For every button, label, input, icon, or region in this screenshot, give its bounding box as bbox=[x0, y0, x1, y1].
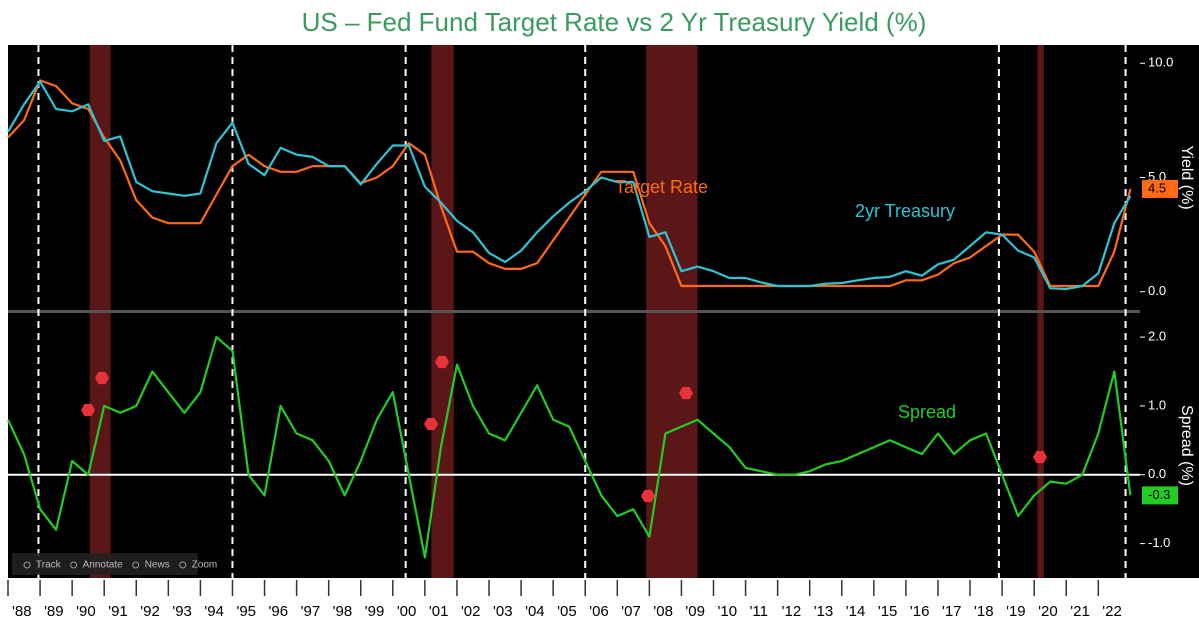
toolbar-button[interactable]: News bbox=[145, 560, 170, 571]
series-line bbox=[7, 80, 1132, 291]
rec-marker bbox=[424, 417, 438, 431]
x-tick-label: '03 bbox=[493, 603, 513, 620]
toolbar bbox=[12, 553, 198, 575]
x-tick-label: '18 bbox=[974, 603, 994, 620]
x-tick-label: '07 bbox=[621, 603, 641, 620]
y-tick-label: -1.0 bbox=[1148, 535, 1170, 550]
x-tick-label: '99 bbox=[365, 603, 385, 620]
x-tick-label: '08 bbox=[653, 603, 673, 620]
x-tick-label: '98 bbox=[333, 603, 353, 620]
x-tick-label: '20 bbox=[1038, 603, 1058, 620]
series-line bbox=[7, 336, 1132, 559]
y-tick-label: 0.0 bbox=[1148, 466, 1166, 481]
x-tick-label: '93 bbox=[172, 603, 192, 620]
x-tick-label: '97 bbox=[301, 603, 321, 620]
toolbar-icon bbox=[179, 561, 187, 569]
x-tick-label: '89 bbox=[44, 603, 64, 620]
rec-marker bbox=[81, 403, 95, 417]
x-tick-label: '92 bbox=[140, 603, 160, 620]
x-tick-label: '15 bbox=[878, 603, 898, 620]
toolbar-button[interactable]: Track bbox=[36, 560, 62, 571]
x-tick-label: '22 bbox=[1102, 603, 1122, 620]
x-tick-label: '95 bbox=[236, 603, 256, 620]
x-tick-label: '13 bbox=[814, 603, 834, 620]
series-line bbox=[7, 79, 1132, 288]
x-tick-label: '16 bbox=[910, 603, 930, 620]
x-tick-label: '12 bbox=[782, 603, 802, 620]
x-tick-label: '05 bbox=[557, 603, 577, 620]
x-tick-label: '01 bbox=[429, 603, 449, 620]
x-tick-label: '91 bbox=[108, 603, 128, 620]
series-label: Spread bbox=[898, 402, 956, 422]
series-label: 2yr Treasury bbox=[855, 201, 955, 221]
x-tick-label: '00 bbox=[397, 603, 417, 620]
x-tick-label: '10 bbox=[717, 603, 737, 620]
y-tick-label: 1.0 bbox=[1148, 397, 1166, 412]
rec-marker bbox=[1033, 450, 1047, 464]
x-tick-label: '96 bbox=[269, 603, 289, 620]
chart-title: US – Fed Fund Target Rate vs 2 Yr Treasu… bbox=[302, 7, 927, 37]
rec-marker bbox=[679, 386, 693, 400]
x-tick-label: '06 bbox=[589, 603, 609, 620]
x-tick-label: '94 bbox=[204, 603, 224, 620]
rec-marker bbox=[435, 355, 449, 369]
panel-separator bbox=[8, 310, 1140, 313]
series-label: Target Rate bbox=[615, 177, 708, 197]
y-tick-label: 10.0 bbox=[1148, 55, 1173, 70]
x-tick-label: '88 bbox=[12, 603, 32, 620]
last-value-badge bbox=[1142, 179, 1178, 198]
last-value-label: -0.3 bbox=[1148, 487, 1170, 502]
x-tick-label: '09 bbox=[685, 603, 705, 620]
toolbar-icon bbox=[23, 561, 31, 569]
x-tick-label: '17 bbox=[942, 603, 962, 620]
y-axis-label: Yield (%) bbox=[1178, 145, 1195, 209]
x-tick-label: '02 bbox=[461, 603, 481, 620]
y-tick-label: 0.0 bbox=[1148, 283, 1166, 298]
x-tick-label: '04 bbox=[525, 603, 545, 620]
toolbar-button[interactable]: Annotate bbox=[83, 560, 123, 571]
x-tick-label: '14 bbox=[846, 603, 866, 620]
rec-marker bbox=[95, 371, 109, 385]
y-axis-label: Spread (%) bbox=[1178, 405, 1195, 486]
toolbar-icon bbox=[70, 561, 78, 569]
last-value-label: 4.5 bbox=[1148, 180, 1166, 195]
x-tick-label: '21 bbox=[1070, 603, 1090, 620]
toolbar-icon bbox=[132, 561, 140, 569]
x-tick-label: '11 bbox=[750, 603, 768, 620]
toolbar-button[interactable]: Zoom bbox=[192, 560, 218, 571]
x-tick-label: '90 bbox=[76, 603, 96, 620]
rec-marker bbox=[641, 489, 655, 503]
last-value-badge bbox=[1142, 486, 1178, 505]
x-tick-label: '19 bbox=[1006, 603, 1026, 620]
y-tick-label: 2.0 bbox=[1148, 329, 1166, 344]
